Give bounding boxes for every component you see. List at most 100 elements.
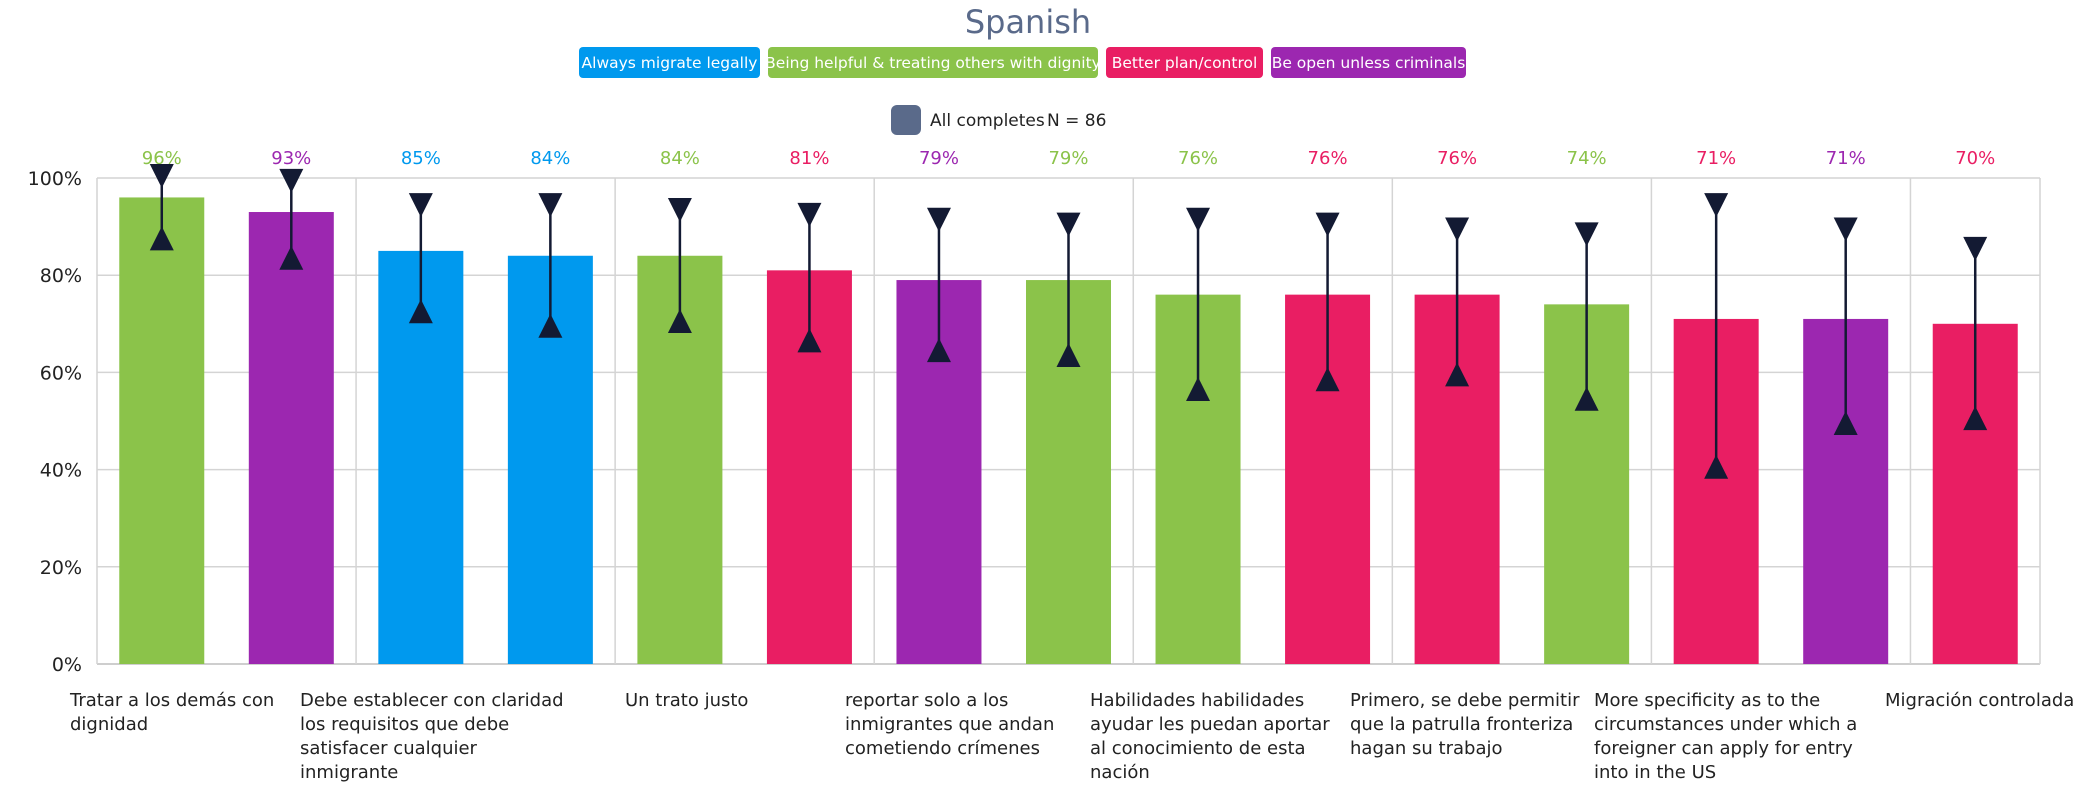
- bar: [248, 212, 334, 664]
- category-pill-1-label: Being helpful & treating others with dig…: [765, 54, 1101, 72]
- bar-value-label: 76%: [1178, 148, 1218, 169]
- error-bar-high-marker: [408, 193, 433, 218]
- x-axis-label-line: Habilidades habilidades: [1090, 690, 1304, 711]
- error-bar-low-marker: [1963, 406, 1988, 431]
- error-bar-low-marker: [279, 245, 304, 270]
- x-axis-label: Migración controlada: [1885, 690, 2074, 711]
- bar-value-label: 74%: [1567, 148, 1607, 169]
- x-axis-label-line: inmigrantes que andan: [845, 714, 1054, 735]
- category-pill-2-label: Better plan/control: [1112, 54, 1258, 72]
- category-pill-3[interactable]: Be open unless criminals: [1271, 47, 1466, 78]
- bar-value-label: 93%: [271, 148, 311, 169]
- error-bar-high-marker: [1315, 212, 1340, 237]
- x-axis-label-line: into in the US: [1594, 762, 1716, 783]
- bar-value-label: 96%: [142, 148, 182, 169]
- x-axis-label-line: Debe establecer con claridad: [300, 690, 564, 711]
- bar-value-label: 79%: [1048, 148, 1088, 169]
- y-tick-label: 40%: [40, 460, 82, 482]
- error-bar-high-marker: [926, 207, 951, 232]
- bar-value-label: 85%: [401, 148, 441, 169]
- error-bar-high-marker: [667, 198, 692, 223]
- error-bar-high-marker: [1833, 217, 1858, 242]
- x-axis-label-line: Primero, se debe permitir: [1350, 690, 1580, 711]
- x-axis-label-line: Tratar a los demás con: [69, 690, 274, 711]
- x-axis-label: Debe establecer con claridad los requisit…: [300, 690, 564, 783]
- error-bar-low-marker: [926, 338, 951, 363]
- error-bar-high-marker: [279, 168, 304, 193]
- y-tick-label: 60%: [40, 362, 82, 384]
- category-legend: Always migrate legally Being helpful & t…: [579, 47, 1466, 78]
- category-pill-0-swatch: [579, 47, 760, 78]
- category-pill-2-swatch: [1106, 47, 1263, 78]
- x-axis-label-line: More specificity as to the: [1594, 690, 1820, 711]
- x-axis-label: Primero, se debe permitir que la patrulla…: [1350, 690, 1580, 759]
- x-axis-label: Habilidades habilidades ayudar les puedan…: [1090, 690, 1330, 783]
- x-axis-label-line: cometiendo crímenes: [845, 738, 1040, 759]
- bar-value-label: 70%: [1955, 148, 1995, 169]
- error-bar-low-marker: [1833, 411, 1858, 435]
- x-axis-label: More specificity as to the circumstances …: [1594, 690, 1857, 783]
- bar-value-label: 84%: [660, 148, 700, 169]
- x-axis-label-line: nación: [1090, 762, 1150, 783]
- chart-title: Spanish: [965, 3, 1091, 41]
- x-axis-label-line: Migración controlada: [1885, 690, 2074, 711]
- y-tick-label: 80%: [40, 265, 82, 287]
- category-pill-3-label: Be open unless criminals: [1272, 54, 1466, 72]
- x-axis-label: Tratar a los demás con dignidad: [69, 690, 274, 735]
- error-bar-low-marker: [1186, 376, 1211, 401]
- bar-value-label: 81%: [789, 148, 829, 169]
- series-legend-swatch: [891, 105, 921, 135]
- error-bar-low-marker: [1704, 454, 1729, 479]
- x-axis-label: Un trato justo: [625, 690, 748, 711]
- x-axis-label-line: que la patrulla fronteriza: [1350, 714, 1573, 735]
- plot-area: 0% 20% 40% 60% 80% 100% 96% 93% 85% 84% 84% 81% 79% 7…: [28, 148, 2075, 783]
- error-bar-low-marker: [408, 299, 433, 324]
- error-bar-high-marker: [1186, 207, 1211, 232]
- category-pill-2[interactable]: Better plan/control: [1106, 47, 1263, 78]
- x-axis-label-line: hagan su trabajo: [1350, 738, 1503, 759]
- error-bar-high-marker: [1963, 236, 1988, 261]
- error-bar-high-marker: [1445, 217, 1470, 242]
- x-axis-label: reportar solo a los inmigrantes que andan…: [845, 690, 1054, 759]
- bar-value-label: 79%: [919, 148, 959, 169]
- x-axis-label-line: dignidad: [70, 714, 148, 735]
- series-legend[interactable]: All completes N = 86: [891, 105, 1106, 135]
- bar-value-label: 71%: [1826, 148, 1866, 169]
- error-bar-low-marker: [1056, 342, 1081, 367]
- series-legend-n: N = 86: [1047, 111, 1106, 131]
- category-pill-3-swatch: [1271, 47, 1466, 78]
- x-axis-label-line: reportar solo a los: [845, 690, 1008, 711]
- bar-value-label: 84%: [530, 148, 570, 169]
- bar-value-label: 76%: [1308, 148, 1348, 169]
- category-pill-1-swatch: [768, 47, 1098, 78]
- error-bar-high-marker: [797, 202, 822, 227]
- error-bar-low-marker: [1574, 386, 1599, 411]
- y-tick-label: 100%: [28, 168, 82, 190]
- x-axis-label-line: los requisitos que debe: [300, 714, 509, 735]
- bar: [119, 197, 205, 664]
- series-legend-label: All completes: [930, 111, 1045, 131]
- y-tick-label: 20%: [40, 557, 82, 579]
- bar-value-label: 71%: [1696, 148, 1736, 169]
- x-axis-label-line: inmigrante: [300, 762, 398, 783]
- error-bar-low-marker: [797, 328, 822, 353]
- x-axis-label-line: ayudar les puedan aportar: [1090, 714, 1330, 735]
- x-axis-label-line: al conocimiento de esta: [1090, 738, 1306, 759]
- error-bar-low-marker: [1315, 367, 1340, 392]
- error-bar-high-marker: [1574, 222, 1599, 247]
- error-bar-high-marker: [149, 164, 174, 188]
- x-axis-label-line: satisfacer cualquier: [300, 738, 478, 759]
- error-bar-low-marker: [538, 313, 563, 338]
- category-pill-0-label: Always migrate legally: [582, 54, 758, 72]
- error-bar-low-marker: [667, 308, 692, 333]
- category-pill-1[interactable]: Being helpful & treating others with dig…: [765, 47, 1101, 78]
- error-bar-high-marker: [1056, 212, 1081, 237]
- error-bar-low-marker: [149, 226, 174, 251]
- x-axis-label-line: foreigner can apply for entry: [1594, 738, 1853, 759]
- error-bar-high-marker: [538, 193, 563, 218]
- category-pill-0[interactable]: Always migrate legally: [579, 47, 760, 78]
- error-bar-low-marker: [1445, 362, 1470, 387]
- bar-value-label: 76%: [1437, 148, 1477, 169]
- x-axis-label-line: circumstances under which a: [1594, 714, 1857, 735]
